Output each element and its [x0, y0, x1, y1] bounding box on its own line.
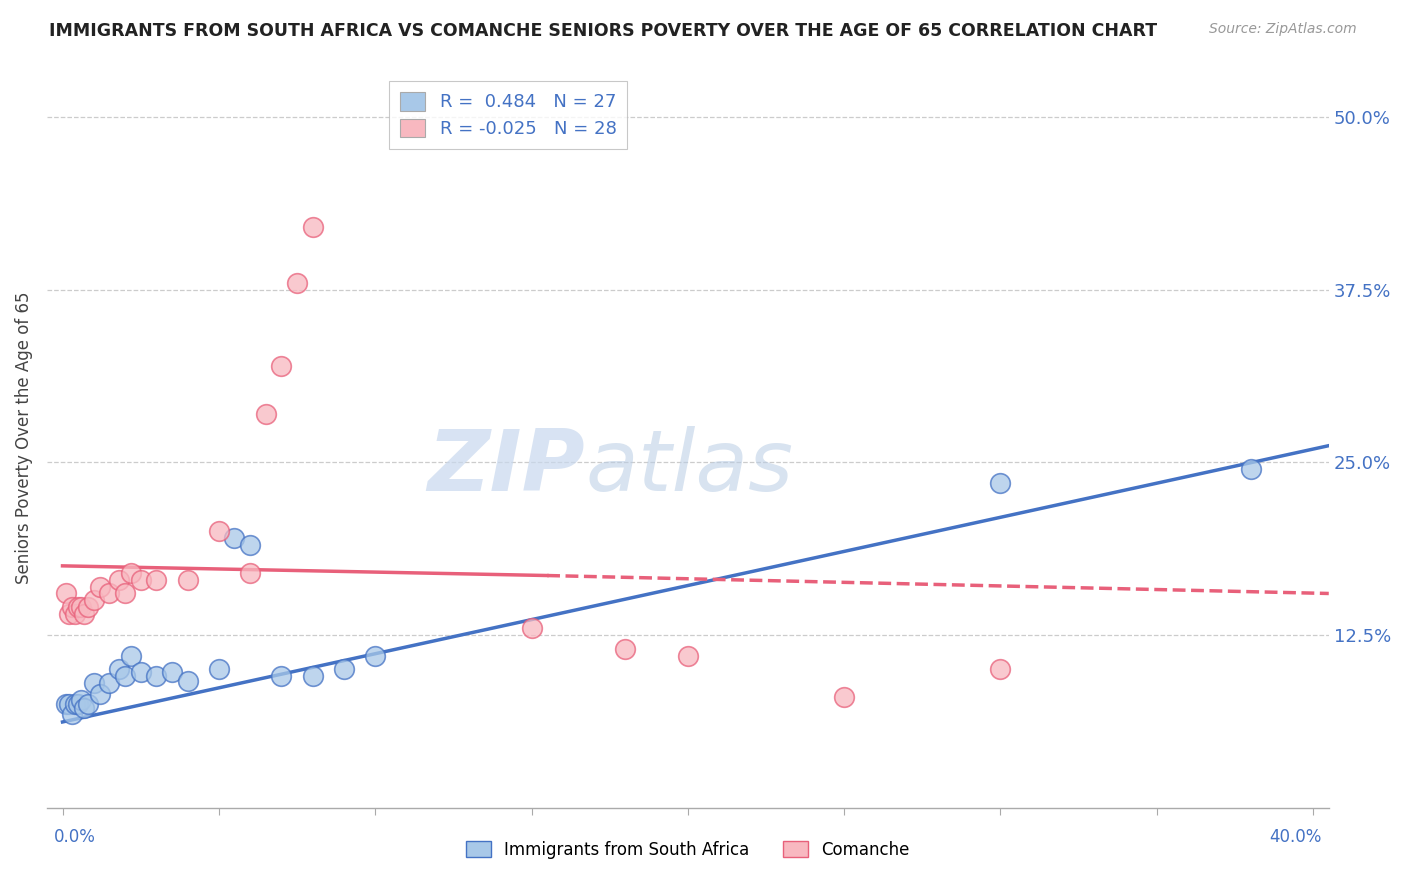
Point: [160, 665, 183, 680]
Point: [129, 665, 152, 680]
Point: [76, 600, 98, 615]
Point: [89, 580, 111, 594]
Point: [129, 573, 152, 587]
Point: [176, 673, 198, 688]
Point: [990, 663, 1012, 677]
Point: [239, 538, 262, 552]
Text: Source: ZipAtlas.com: Source: ZipAtlas.com: [1209, 22, 1357, 37]
Point: [1239, 462, 1261, 476]
Point: [120, 648, 142, 663]
Legend: R =  0.484   N = 27, R = -0.025   N = 28: R = 0.484 N = 27, R = -0.025 N = 28: [389, 81, 627, 149]
Text: ZIP: ZIP: [427, 426, 585, 509]
Point: [270, 359, 292, 373]
Point: [208, 663, 231, 677]
Point: [73, 701, 96, 715]
Point: [55, 697, 77, 711]
Point: [676, 648, 699, 663]
Point: [254, 407, 277, 421]
Point: [60, 600, 83, 615]
Point: [364, 648, 387, 663]
Text: 0.0%: 0.0%: [53, 828, 96, 846]
Point: [70, 693, 93, 707]
Point: [520, 621, 543, 635]
Point: [63, 607, 86, 622]
Point: [58, 607, 80, 622]
Point: [67, 697, 90, 711]
Text: atlas: atlas: [585, 426, 793, 509]
Point: [301, 220, 323, 235]
Point: [120, 566, 142, 580]
Point: [614, 641, 637, 656]
Point: [301, 669, 323, 683]
Point: [990, 475, 1012, 490]
Point: [270, 669, 292, 683]
Point: [208, 524, 231, 539]
Point: [285, 276, 308, 290]
Point: [114, 586, 136, 600]
Point: [98, 586, 121, 600]
Point: [73, 607, 96, 622]
Point: [239, 566, 262, 580]
Text: IMMIGRANTS FROM SOUTH AFRICA VS COMANCHE SENIORS POVERTY OVER THE AGE OF 65 CORR: IMMIGRANTS FROM SOUTH AFRICA VS COMANCHE…: [49, 22, 1157, 40]
Point: [89, 687, 111, 701]
Point: [107, 663, 129, 677]
Point: [55, 586, 77, 600]
Point: [145, 573, 167, 587]
Point: [60, 706, 83, 721]
Point: [333, 663, 356, 677]
Point: [832, 690, 855, 704]
Point: [67, 600, 90, 615]
Text: 40.0%: 40.0%: [1270, 828, 1322, 846]
Point: [224, 531, 246, 545]
Point: [76, 697, 98, 711]
Point: [114, 669, 136, 683]
Y-axis label: Seniors Poverty Over the Age of 65: Seniors Poverty Over the Age of 65: [15, 292, 32, 584]
Point: [70, 600, 93, 615]
Point: [98, 676, 121, 690]
Point: [145, 669, 167, 683]
Point: [83, 676, 105, 690]
Point: [176, 573, 198, 587]
Point: [83, 593, 105, 607]
Point: [58, 697, 80, 711]
Point: [63, 697, 86, 711]
Point: [107, 573, 129, 587]
